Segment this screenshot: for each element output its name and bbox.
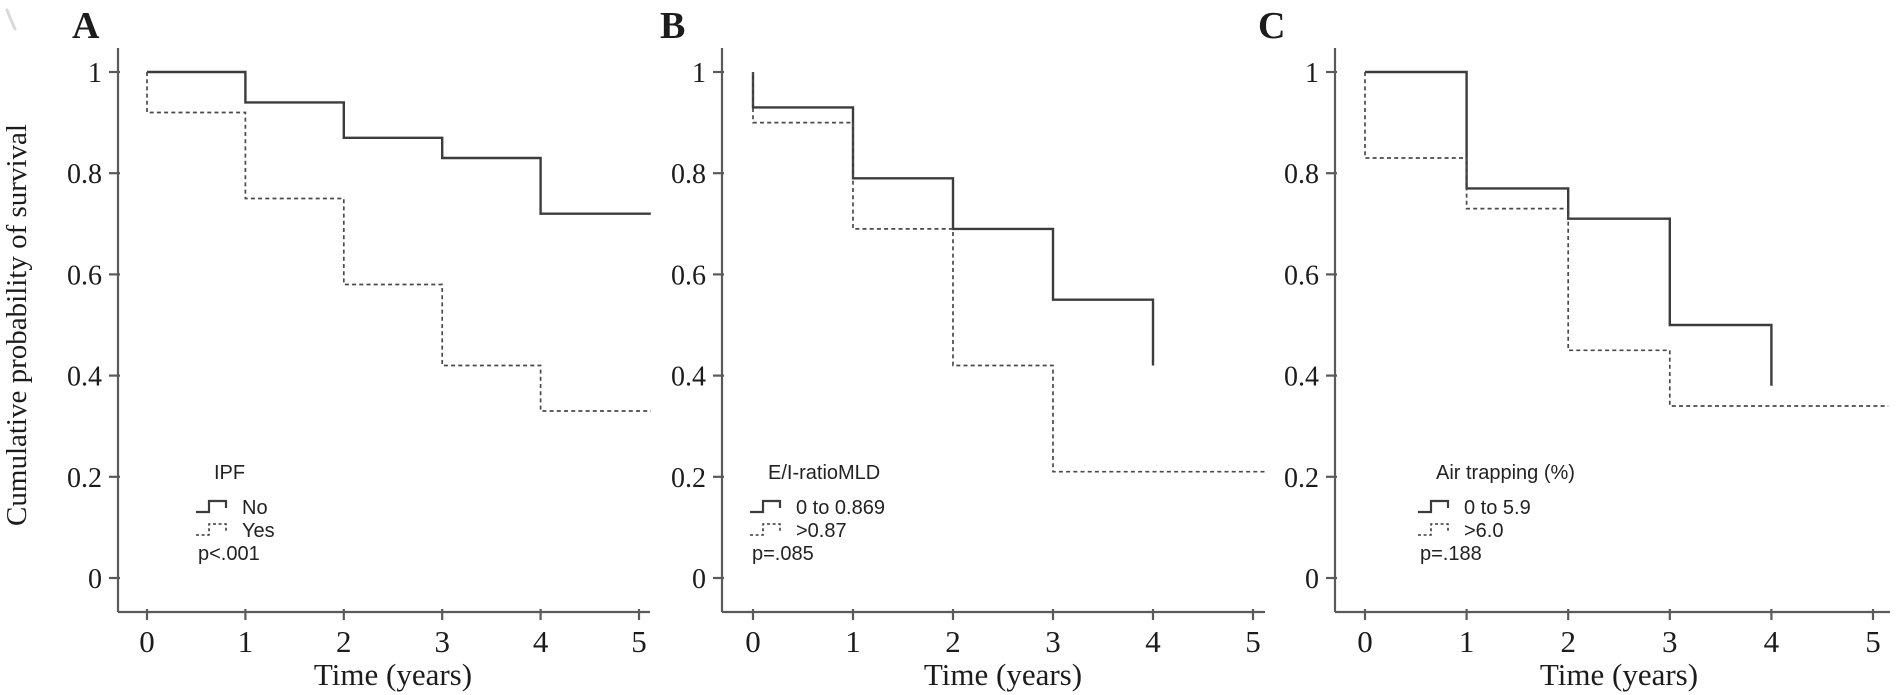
- km-curve-c-dashed: [1364, 72, 1889, 407]
- panel-label-b: B: [660, 5, 685, 47]
- y-tick-label-a: 0.6: [67, 260, 102, 291]
- y-tick-label-c: 0.6: [1284, 260, 1319, 291]
- x-tick-label-b: 1: [845, 624, 861, 659]
- x-tick-label-a: 4: [533, 624, 549, 659]
- legend-title-c: Air trapping (%): [1436, 462, 1575, 484]
- legend-sample-solid-a: [196, 499, 228, 514]
- scan-artifact: [5, 8, 17, 31]
- x-tick-label-a: 3: [434, 624, 450, 659]
- legend-sample-dashed-c: [1418, 523, 1449, 536]
- legend-label-a: No: [242, 497, 268, 519]
- panel-label-c: C: [1258, 5, 1285, 47]
- x-tick-label-c: 0: [1357, 624, 1373, 659]
- x-tick-label-b: 4: [1145, 624, 1161, 659]
- legend-sample-dashed-a: [196, 523, 227, 536]
- legend-sample-solid-b: [750, 499, 782, 514]
- y-tick-label-b: 0.2: [671, 463, 706, 494]
- panel-label-a: A: [72, 5, 100, 47]
- y-tick-label-b: 0.8: [671, 159, 706, 190]
- x-tick-label-c: 4: [1764, 624, 1780, 659]
- x-tick-label-b: 5: [1245, 624, 1261, 659]
- km-curve-c-solid: [1365, 70, 1773, 386]
- x-tick-label-a: 1: [238, 624, 254, 659]
- y-tick-label-a: 1: [88, 58, 102, 89]
- x-axis-title-c: Time (years): [1540, 657, 1698, 692]
- km-curve-b-dashed: [752, 72, 1265, 473]
- p-value-c: p=.188: [1420, 543, 1482, 565]
- y-axis-title: Cumulative probability of survival: [1, 124, 33, 526]
- x-tick-label-a: 2: [336, 624, 352, 659]
- x-tick-label-c: 5: [1865, 624, 1881, 659]
- p-value-a: p<.001: [198, 543, 260, 565]
- km-curve-a-dashed: [146, 72, 651, 412]
- legend-label-a: Yes: [242, 520, 275, 542]
- y-tick-label-b: 1: [692, 58, 706, 89]
- x-tick-label-c: 3: [1662, 624, 1678, 659]
- x-tick-label-c: 1: [1459, 624, 1475, 659]
- y-tick-label-b: 0.6: [671, 260, 706, 291]
- km-curve-a-solid: [147, 70, 651, 215]
- x-tick-label-b: 0: [745, 624, 761, 659]
- y-tick-label-c: 0.2: [1284, 463, 1319, 494]
- legend-label-c: 0 to 5.9: [1464, 497, 1531, 519]
- legend-label-b: 0 to 0.869: [796, 497, 885, 519]
- y-tick-label-c: 0.8: [1284, 159, 1319, 190]
- legend-sample-solid-c: [1418, 499, 1450, 514]
- km-curve-b-solid: [751, 72, 1155, 366]
- y-tick-label-c: 0: [1305, 564, 1319, 595]
- legend-label-c: >6.0: [1464, 520, 1503, 542]
- x-tick-label-b: 2: [945, 624, 961, 659]
- y-tick-label-b: 0: [692, 564, 706, 595]
- y-tick-label-a: 0.4: [67, 362, 102, 393]
- x-tick-label-b: 3: [1045, 624, 1061, 659]
- x-tick-label-a: 5: [631, 624, 647, 659]
- x-axis-title-a: Time (years): [314, 657, 472, 692]
- legend-label-b: >0.87: [796, 520, 847, 542]
- legend-title-b: E/I-ratioMLD: [768, 462, 880, 484]
- y-tick-label-a: 0.8: [67, 159, 102, 190]
- y-tick-label-c: 0.4: [1284, 362, 1319, 393]
- y-tick-label-b: 0.4: [671, 362, 706, 393]
- x-tick-label-c: 2: [1560, 624, 1576, 659]
- x-axis-title-b: Time (years): [924, 657, 1082, 692]
- legend-title-a: IPF: [214, 462, 245, 484]
- y-tick-label-c: 1: [1305, 58, 1319, 89]
- legend-sample-dashed-b: [750, 523, 781, 536]
- p-value-b: p=.085: [752, 543, 814, 565]
- y-tick-label-a: 0.2: [67, 463, 102, 494]
- x-tick-label-a: 0: [139, 624, 155, 659]
- y-tick-label-a: 0: [88, 564, 102, 595]
